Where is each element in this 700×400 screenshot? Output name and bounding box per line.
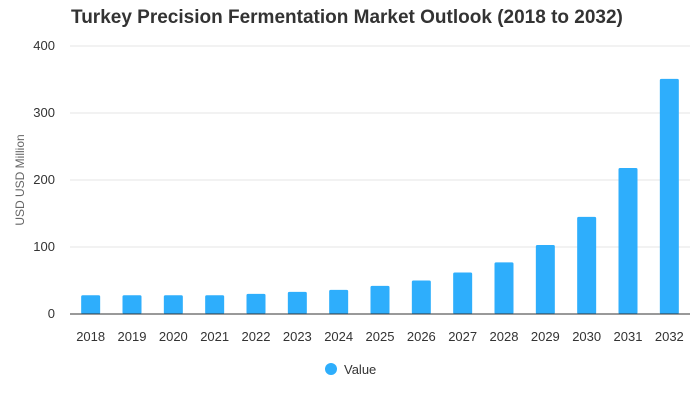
x-tick-label: 2018	[76, 329, 105, 344]
legend-marker	[325, 363, 337, 375]
x-tick-label: 2022	[242, 329, 271, 344]
gridlines	[70, 45, 690, 248]
bar-2024[interactable]	[329, 289, 349, 314]
x-tick-label: 2031	[614, 329, 643, 344]
bar-2022[interactable]	[246, 293, 266, 314]
bar-2027[interactable]	[453, 272, 473, 314]
x-tick-label: 2021	[200, 329, 229, 344]
x-tick-label: 2030	[572, 329, 601, 344]
bar-2019[interactable]	[122, 295, 142, 314]
bar-2029[interactable]	[535, 244, 555, 314]
y-axis-title: USD USD Million	[13, 134, 27, 225]
bar-2028[interactable]	[494, 262, 514, 314]
x-tick-label: 2024	[324, 329, 353, 344]
bar-2020[interactable]	[163, 295, 183, 314]
y-axis-ticks: 0 100 200 300 400	[33, 38, 55, 321]
x-tick-label: 2025	[366, 329, 395, 344]
bar-2026[interactable]	[411, 280, 431, 315]
x-tick-label: 2029	[531, 329, 560, 344]
legend[interactable]: Value	[325, 362, 376, 377]
y-tick-label: 400	[33, 38, 55, 53]
legend-label: Value	[344, 362, 376, 377]
x-tick-label: 2027	[448, 329, 477, 344]
bar-2031[interactable]	[618, 167, 638, 314]
x-tick-label: 2032	[655, 329, 684, 344]
x-tick-label: 2020	[159, 329, 188, 344]
x-axis-ticks: 2018 2019 2020 2021 2022 2023 2024 2025 2026 2027…	[76, 329, 684, 344]
y-tick-label: 300	[33, 105, 55, 120]
x-tick-label: 2023	[283, 329, 312, 344]
bar-2023[interactable]	[287, 291, 307, 314]
y-tick-label: 200	[33, 172, 55, 187]
y-tick-label: 100	[33, 239, 55, 254]
x-tick-label: 2026	[407, 329, 436, 344]
bar-2030[interactable]	[577, 216, 597, 314]
bar-2025[interactable]	[370, 285, 390, 314]
bars	[81, 78, 679, 315]
x-tick-label: 2028	[490, 329, 519, 344]
chart-title: Turkey Precision Fermentation Market Out…	[71, 7, 623, 28]
bar-2018[interactable]	[81, 295, 101, 314]
bar-2021[interactable]	[205, 295, 225, 314]
y-tick-label: 0	[48, 306, 55, 321]
x-tick-label: 2019	[118, 329, 147, 344]
bar-2032[interactable]	[659, 78, 679, 314]
